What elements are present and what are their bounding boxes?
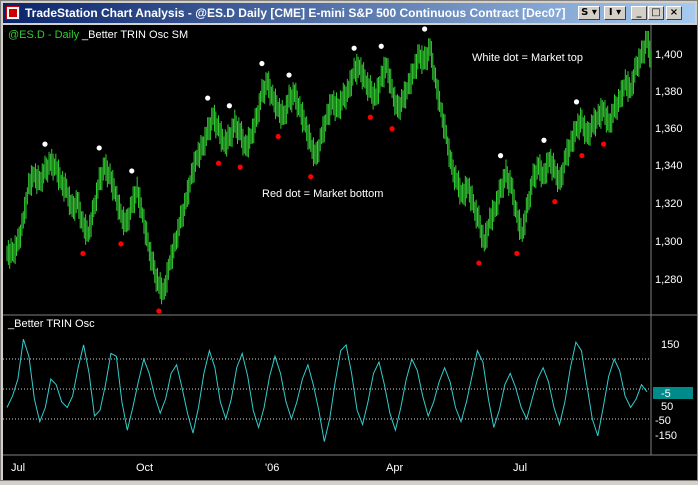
market-bottom-dot <box>367 114 373 120</box>
price-tick-label: 1,340 <box>655 160 683 172</box>
price-tick-label: 1,280 <box>655 274 683 286</box>
market-top-dot <box>573 99 580 105</box>
market-top-dot <box>226 103 232 109</box>
market-top-dot <box>422 26 428 32</box>
osc-tick-label: 150 <box>661 339 679 351</box>
osc-panel-label: _Better TRIN Osc <box>7 318 95 330</box>
price-bars <box>6 30 652 305</box>
window-title: TradeStation Chart Analysis - @ES.D Dail… <box>25 6 566 20</box>
price-tick-label: 1,360 <box>655 123 683 135</box>
oscillator-line <box>6 339 648 442</box>
price-y-ticks: 1,400 1,380 1,360 1,340 1,320 1,300 1,28… <box>655 49 683 286</box>
x-tick-label: '06 <box>265 462 279 474</box>
market-bottom-dot <box>389 126 395 132</box>
x-tick-label: Jul <box>513 462 527 474</box>
market-bottom-dot <box>118 241 124 247</box>
market-bottom-dot <box>579 153 585 159</box>
maximize-button[interactable]: □ <box>648 6 664 20</box>
market-top-dot <box>129 168 135 174</box>
annotation-market-top: White dot = Market top <box>472 52 583 64</box>
tradestation-app-icon <box>6 6 20 20</box>
style-menu-button[interactable]: S ▾ <box>578 6 600 20</box>
market-bottom-dot <box>308 174 314 180</box>
price-tick-label: 1,320 <box>655 198 683 210</box>
price-tick-label: 1,380 <box>655 86 683 98</box>
title-bar[interactable]: TradeStation Chart Analysis - @ES.D Dail… <box>3 3 695 23</box>
chart-area[interactable]: @ES.D - Daily _Better TRIN Osc SM White … <box>3 25 697 480</box>
osc-tick-label: -50 <box>655 415 671 427</box>
x-tick-label: Oct <box>136 462 153 474</box>
market-bottom-dot <box>237 164 243 170</box>
market-bottom-dot <box>80 250 86 257</box>
price-tick-label: 1,400 <box>655 49 683 61</box>
market-bottom-dot <box>514 250 520 257</box>
market-bottom-dot <box>552 199 558 205</box>
osc-last-value: -5 <box>661 388 671 400</box>
close-button[interactable]: × <box>666 6 682 20</box>
insert-menu-button[interactable]: I ▾ <box>604 6 626 20</box>
chart-svg[interactable]: @ES.D - Daily _Better TRIN Osc SM White … <box>3 25 697 480</box>
market-top-dot <box>541 137 547 143</box>
annotation-market-bottom: Red dot = Market bottom <box>262 188 383 200</box>
market-top-dot <box>497 153 504 159</box>
market-top-dot <box>351 45 357 51</box>
market-bottom-dot <box>476 260 482 266</box>
market-top-dot <box>96 145 102 151</box>
market-bottom-dot <box>156 308 162 314</box>
market-top-dot <box>42 141 48 147</box>
signal-dots <box>42 26 607 314</box>
x-tick-label: Jul <box>11 462 25 474</box>
price-tick-label: 1,300 <box>655 236 683 248</box>
market-bottom-dot <box>275 133 281 140</box>
market-top-dot <box>378 43 384 49</box>
market-bottom-dot <box>601 141 607 147</box>
market-top-dot <box>205 95 211 101</box>
market-top-dot <box>286 72 292 78</box>
market-bottom-dot <box>215 160 222 166</box>
price-indicator-label: _Better TRIN Osc SM <box>81 29 188 41</box>
market-top-dot <box>259 60 265 67</box>
symbol-label: @ES.D - Daily <box>8 29 80 41</box>
osc-last-value-box <box>653 387 693 399</box>
x-tick-label: Apr <box>386 462 403 474</box>
osc-series-line <box>6 339 648 442</box>
osc-tick-label: -150 <box>655 430 677 442</box>
minimize-button[interactable]: _ <box>631 6 647 20</box>
osc-tick-label: 50 <box>661 401 673 413</box>
